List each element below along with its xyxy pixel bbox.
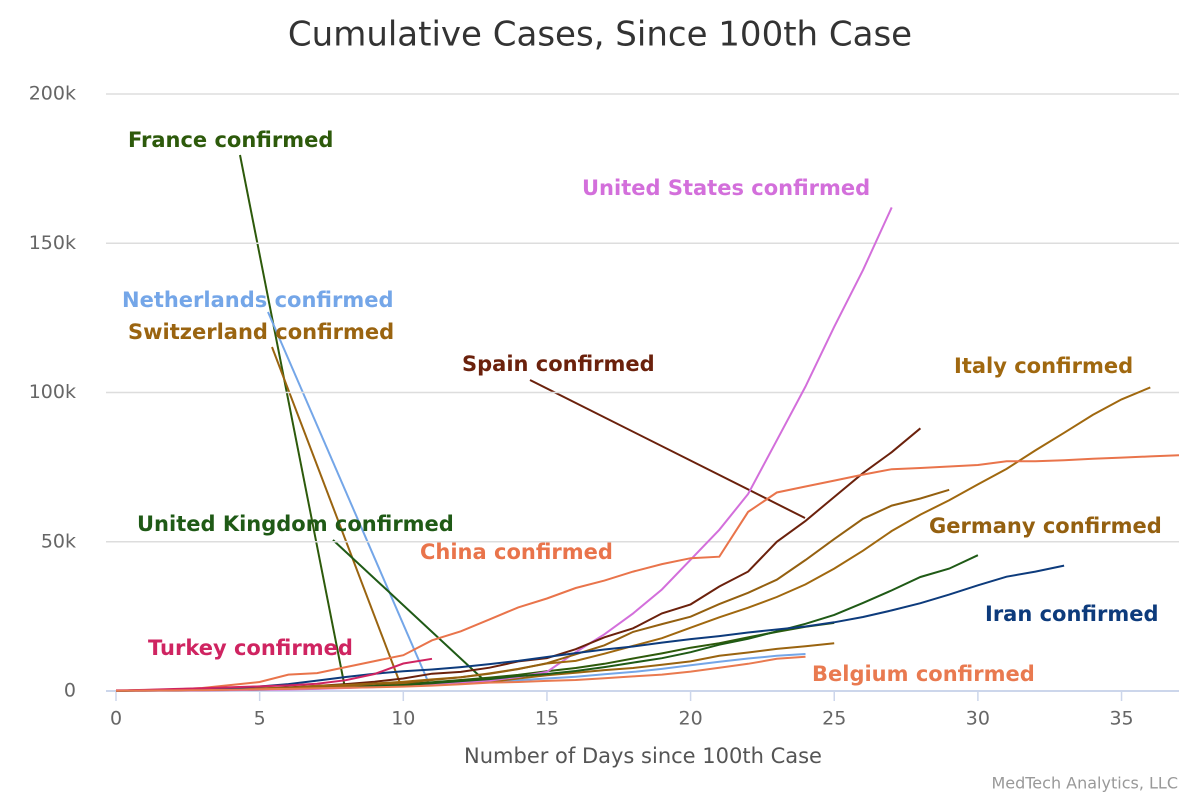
series-line bbox=[115, 206, 893, 692]
series-label: Turkey confirmed bbox=[148, 636, 353, 660]
x-tick-label: 35 bbox=[1109, 708, 1133, 730]
x-tick-label: 5 bbox=[254, 708, 266, 730]
leader-line bbox=[239, 154, 346, 689]
credit: MedTech Analytics, LLC bbox=[991, 774, 1178, 793]
x-tick-label: 10 bbox=[391, 708, 415, 730]
series-line bbox=[115, 655, 806, 692]
x-axis-label: Number of Days since 100th Case bbox=[464, 744, 822, 768]
series-label: Belgium confirmed bbox=[812, 662, 1035, 686]
leader-lines bbox=[239, 154, 806, 689]
x-tick-label: 15 bbox=[535, 708, 559, 730]
series-label: Germany confirmed bbox=[929, 514, 1162, 538]
y-tick-label: 0 bbox=[64, 680, 76, 702]
series-label: United Kingdom confirmed bbox=[137, 512, 454, 536]
x-tick-label: 20 bbox=[679, 708, 703, 730]
leader-line bbox=[529, 379, 806, 519]
series-line bbox=[115, 657, 433, 692]
x-tick-label: 0 bbox=[110, 708, 122, 730]
y-tick-label: 150k bbox=[29, 232, 76, 254]
y-tick-label: 100k bbox=[29, 381, 76, 403]
x-tick-label: 30 bbox=[966, 708, 990, 730]
chart-title: Cumulative Cases, Since 100th Case bbox=[288, 15, 912, 55]
series-label: Iran confirmed bbox=[985, 602, 1159, 626]
leader-line bbox=[267, 311, 431, 687]
series-label: Switzerland confirmed bbox=[128, 320, 394, 344]
series-label: France confirmed bbox=[128, 128, 333, 152]
y-tick-label: 200k bbox=[29, 83, 76, 105]
series-label: United States confirmed bbox=[582, 176, 870, 200]
y-tick-label: 50k bbox=[41, 530, 76, 552]
series-label: Spain confirmed bbox=[462, 352, 655, 376]
leader-line bbox=[332, 539, 487, 683]
leader-line bbox=[271, 346, 401, 684]
series-label: Italy confirmed bbox=[954, 354, 1133, 378]
x-tick-label: 25 bbox=[822, 708, 846, 730]
series-line bbox=[115, 454, 1180, 692]
series-label: China confirmed bbox=[420, 540, 613, 564]
series-label: Netherlands confirmed bbox=[122, 288, 393, 312]
